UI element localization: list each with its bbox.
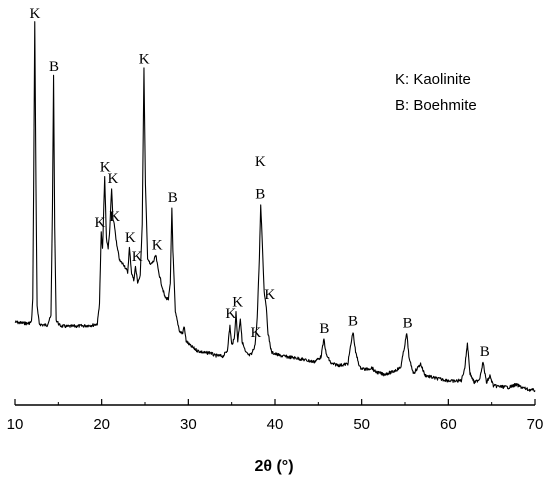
peak-label: K (152, 238, 163, 254)
x-axis-title: 2θ (°) (254, 458, 293, 475)
peak-label: B (168, 190, 178, 206)
peak-label: K (125, 230, 136, 246)
x-tick-label: 50 (353, 416, 370, 433)
legend-entry-boehmite: B: Boehmite (395, 97, 477, 114)
x-tick-label: 30 (180, 416, 197, 433)
x-axis-ticks: 10 20 30 40 50 60 70 (7, 399, 544, 433)
peak-label: K (232, 295, 243, 311)
peak-label: K (100, 160, 111, 176)
peak-label: B (480, 344, 490, 360)
peak-label: K (109, 209, 120, 225)
peak-label: B (319, 321, 329, 337)
peak-label: K (264, 287, 275, 303)
peak-label: K (251, 325, 262, 341)
peak-label: K (139, 51, 150, 67)
peak-label: K (95, 215, 106, 231)
peak-label: K (108, 171, 119, 187)
legend: K: Kaolinite B: Boehmite (395, 71, 477, 114)
xrd-pattern-line (14, 21, 536, 393)
legend-entry-kaolinite: K: Kaolinite (395, 71, 471, 88)
peak-label: K (255, 154, 266, 170)
peak-label: B (255, 186, 265, 202)
x-tick-label: 70 (527, 416, 544, 433)
peak-label: B (348, 314, 358, 330)
x-tick-label: 40 (267, 416, 284, 433)
peak-label: K (30, 6, 41, 22)
x-tick-label: 60 (440, 416, 457, 433)
x-tick-label: 20 (93, 416, 110, 433)
plot-area (14, 21, 536, 393)
peak-label: K (132, 249, 143, 265)
peak-label: B (49, 59, 59, 75)
peak-label: K (225, 306, 236, 322)
x-tick-label: 10 (7, 416, 24, 433)
peak-label: B (403, 316, 413, 332)
